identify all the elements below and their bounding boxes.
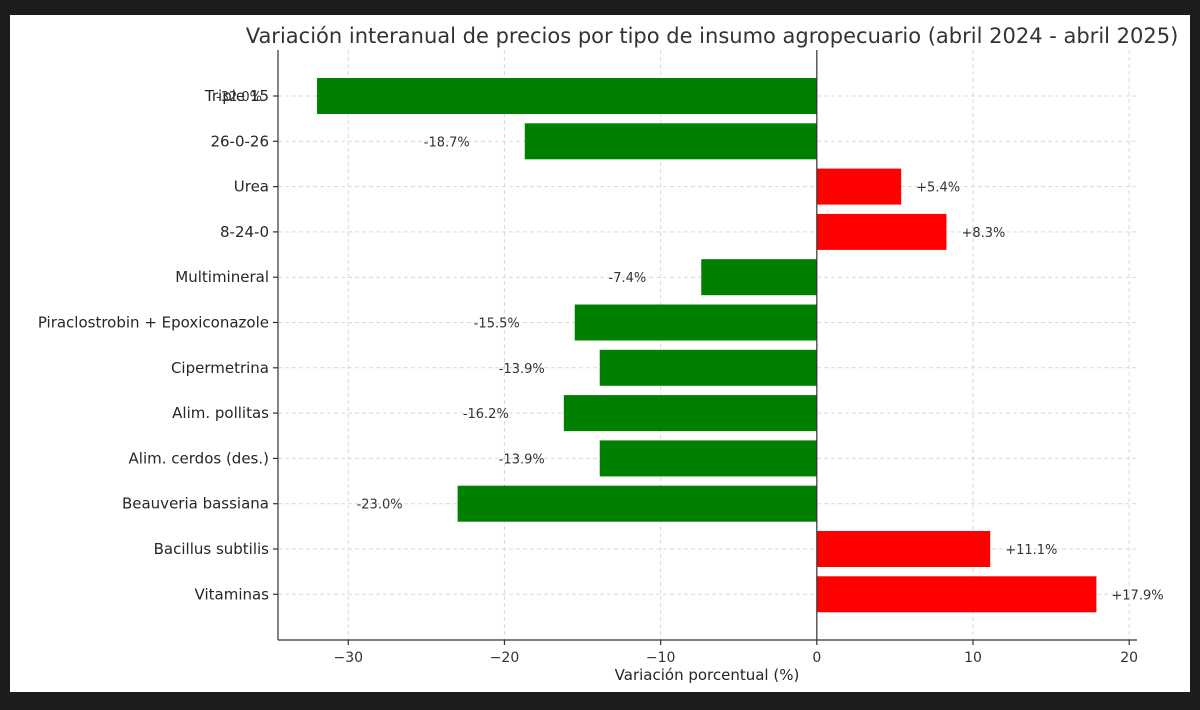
x-ticks: −30 −20 −10 0 10 20 <box>334 640 1138 666</box>
data-label: +17.9% <box>1111 588 1163 603</box>
data-label: -23.0% <box>357 498 403 513</box>
bar <box>816 576 1097 613</box>
category-label: Vitaminas <box>195 585 270 603</box>
x-tick-label: 10 <box>964 650 982 666</box>
category-label: Urea <box>234 178 269 196</box>
data-label: -13.9% <box>499 362 545 377</box>
category-label: Beauveria bassiana <box>122 495 269 513</box>
x-tick-label: 0 <box>812 650 821 666</box>
category-label: 8-24-0 <box>220 223 269 241</box>
axes <box>277 50 1137 641</box>
x-tick-label: 20 <box>1120 650 1138 666</box>
category-labels: Triple 15 26-0-26 Urea 8-24-0 Multimineral Pi… <box>38 87 278 603</box>
bar <box>701 259 817 296</box>
data-label: -32.0% <box>216 90 262 105</box>
category-label: Cipermetrina <box>171 359 269 377</box>
bar <box>563 395 817 432</box>
bar <box>816 531 991 567</box>
data-label: +11.1% <box>1005 543 1057 558</box>
category-label: Triple 15 <box>204 87 269 105</box>
x-tick-label: −30 <box>334 650 364 666</box>
bar <box>816 213 947 250</box>
data-label: -18.7% <box>424 135 470 150</box>
chart-frame: −30 −20 −10 0 10 20 Triple 15 26-0-26 Urea 8-24-… <box>10 15 1190 692</box>
bar <box>524 123 817 160</box>
bar <box>574 304 817 341</box>
x-axis-label: Variación porcentual (%) <box>615 666 800 684</box>
data-label: +5.4% <box>916 181 960 196</box>
data-label: -15.5% <box>474 317 520 332</box>
bar-chart: −30 −20 −10 0 10 20 Triple 15 26-0-26 Urea 8-24-… <box>38 24 1179 684</box>
bar <box>816 168 902 205</box>
x-tick-label: −20 <box>490 650 520 666</box>
data-label: +8.3% <box>961 226 1005 241</box>
bar <box>599 440 817 477</box>
chart-title: Variación interanual de precios por tipo… <box>246 24 1179 48</box>
category-label: Alim. cerdos (des.) <box>129 449 269 467</box>
category-label: Bacillus subtilis <box>154 540 270 558</box>
bar <box>599 349 817 386</box>
x-tick-label: −10 <box>646 650 676 666</box>
bars <box>317 78 1097 613</box>
category-label: Alim. pollitas <box>172 404 269 422</box>
data-label: -16.2% <box>463 407 509 422</box>
category-label: 26-0-26 <box>210 132 269 150</box>
data-label: -13.9% <box>499 452 545 467</box>
data-labels: -32.0% -18.7% +5.4% +8.3% -7.4% -15.5% -13.9% -… <box>216 90 1164 603</box>
bar <box>457 485 817 522</box>
category-label: Piraclostrobin + Epoxiconazole <box>38 314 269 332</box>
data-label: -7.4% <box>609 271 647 286</box>
category-label: Multimineral <box>175 268 269 286</box>
bar <box>317 78 817 114</box>
